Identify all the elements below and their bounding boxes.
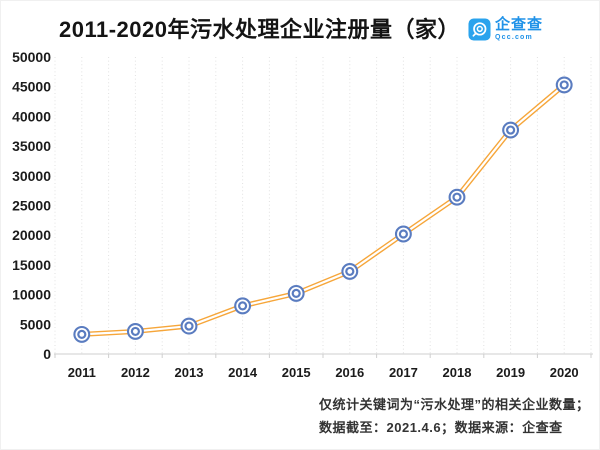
x-axis-label: 2012	[121, 365, 150, 380]
y-axis-label: 20000	[12, 227, 51, 243]
qcc-logo-inner-ring	[476, 25, 483, 32]
x-axis-label: 2011	[68, 365, 96, 380]
y-axis-label: 40000	[12, 108, 51, 124]
chart-footnote: 仅统计关键词为“污水处理”的相关企业数量； 数据截至：2021.4.6；数据来源…	[319, 393, 590, 439]
data-point-2013-inner	[184, 321, 194, 331]
x-axis-label: 2016	[335, 365, 364, 380]
qcc-logo-outer-ring	[473, 21, 487, 36]
data-point-2014-inner	[238, 301, 248, 311]
data-point-2011-inner	[77, 329, 87, 339]
y-axis-label: 5000	[20, 316, 51, 332]
data-point-2020-inner	[559, 80, 569, 90]
data-point-2019-inner	[506, 125, 516, 135]
footnote-line-1: 仅统计关键词为“污水处理”的相关企业数量；	[319, 397, 590, 412]
x-axis-label: 2014	[228, 365, 258, 380]
y-axis-label: 50000	[12, 49, 51, 65]
data-point-2012-inner	[130, 326, 140, 337]
x-axis-label: 2015	[282, 365, 311, 380]
x-axis-label: 2020	[550, 365, 579, 380]
x-axis-label: 2019	[496, 365, 525, 380]
y-axis-label: 15000	[12, 257, 51, 273]
x-axis-label: 2013	[175, 365, 204, 380]
x-axis-label: 2018	[443, 365, 472, 380]
x-axis-label: 2017	[389, 365, 418, 380]
footnote-line-2: 数据截至：2021.4.6；数据来源：企查查	[319, 420, 563, 435]
data-point-2015-inner	[291, 288, 301, 299]
qcc-brand-name: 企查查	[494, 16, 543, 33]
qcc-logo-icon	[468, 17, 491, 41]
qcc-domain: Qcc.com	[494, 34, 533, 41]
qcc-logo: 企查查 Qcc.com	[468, 17, 543, 41]
y-axis-label: 30000	[12, 168, 51, 184]
y-axis-label: 10000	[12, 287, 51, 303]
data-point-2018-inner	[452, 192, 462, 202]
chart-title: 2011-2020年污水处理企业注册量（家）	[58, 17, 460, 42]
chart-header: 2011-2020年污水处理企业注册量（家） 企查查 Qcc.com	[1, 7, 600, 49]
qcc-logo-handle	[472, 32, 477, 37]
y-axis-label: 0	[43, 346, 51, 362]
series-line-core	[80, 83, 566, 336]
data-point-2017-inner	[398, 229, 408, 239]
y-axis-label: 25000	[12, 198, 51, 214]
y-axis-label: 45000	[12, 79, 51, 95]
qcc-logo-text: 企查查 Qcc.com	[495, 17, 543, 41]
data-point-2016-inner	[345, 266, 355, 277]
y-axis-label: 35000	[12, 138, 51, 154]
